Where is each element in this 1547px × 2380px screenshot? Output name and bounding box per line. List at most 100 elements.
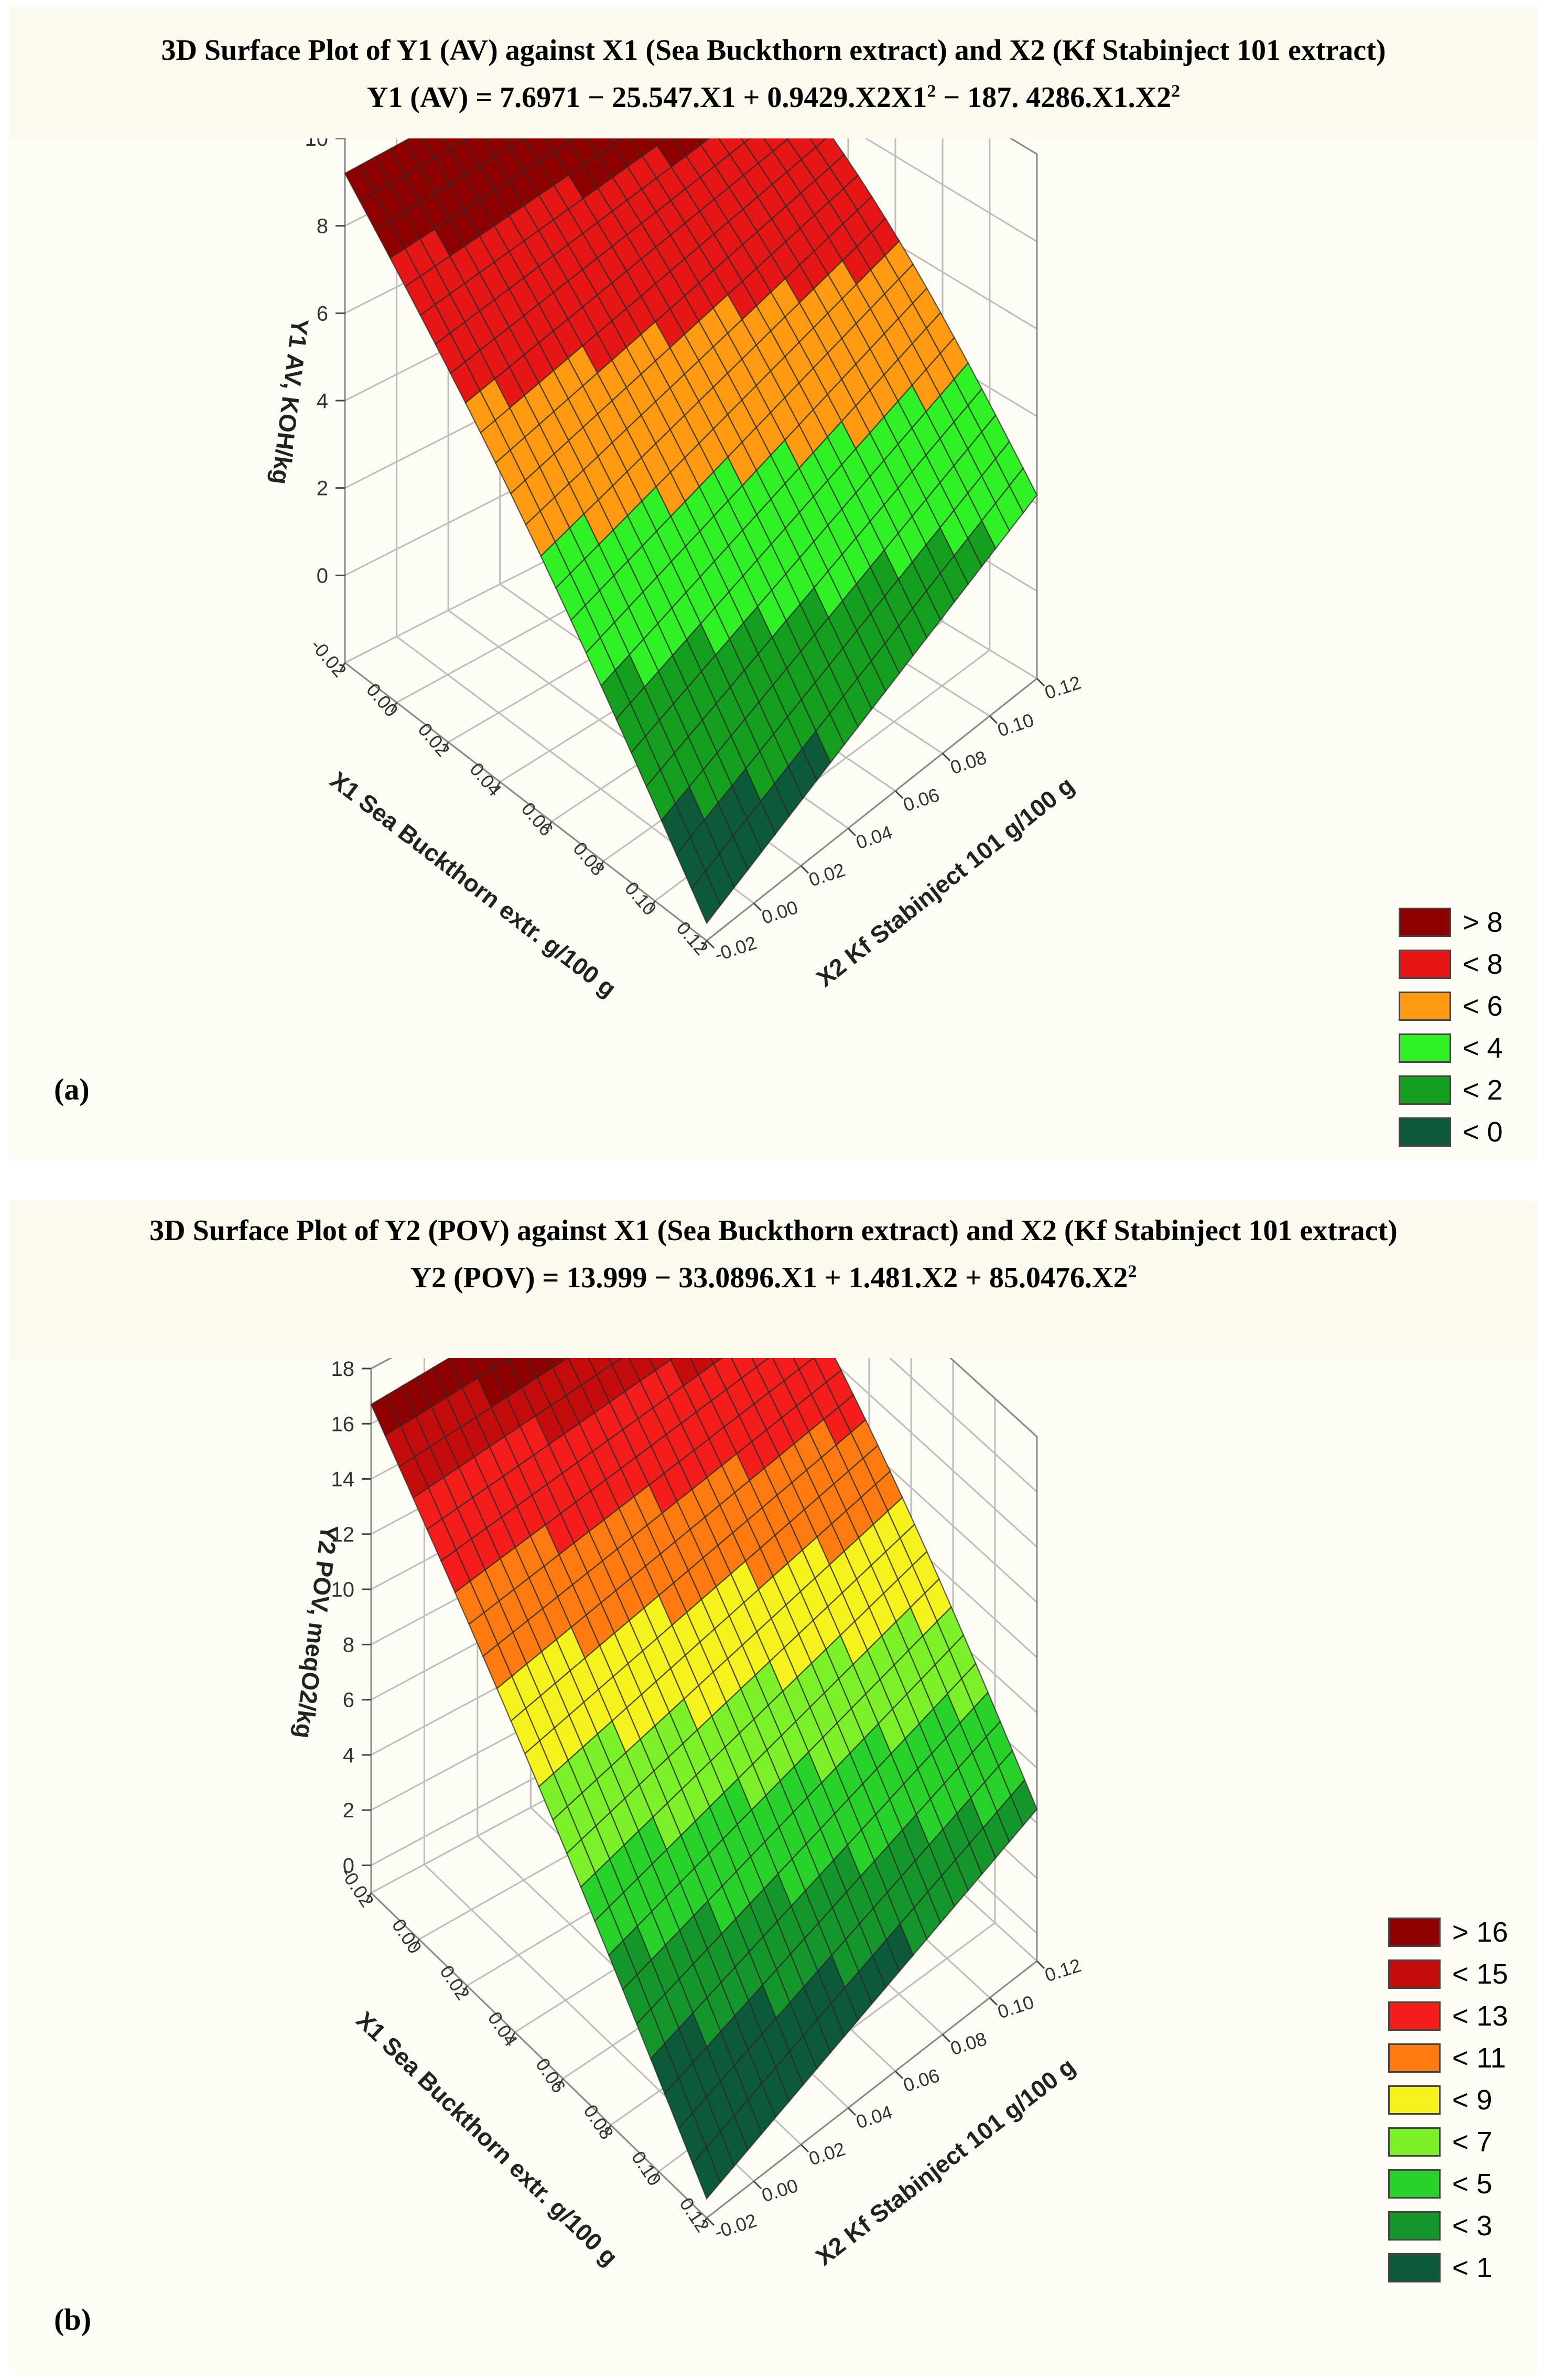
x2-tick-label: 0.02 xyxy=(806,859,848,891)
x2-tick xyxy=(847,827,857,836)
x1-tick xyxy=(391,702,397,713)
equation-a-sup-1: 2 xyxy=(927,81,936,101)
legend-label: > 8 xyxy=(1463,907,1503,938)
legend-item: < 13 xyxy=(1388,1995,1508,2037)
legend-swatch xyxy=(1388,1918,1441,1947)
x2-tick-label: 0.06 xyxy=(901,2064,942,2096)
legend-label: < 1 xyxy=(1452,2252,1492,2284)
legend-label: < 7 xyxy=(1452,2126,1492,2158)
legend-item: < 11 xyxy=(1388,2037,1508,2079)
legend-item: < 8 xyxy=(1399,943,1503,985)
x1-tick xyxy=(653,2171,659,2182)
x1-tick-label: 0.02 xyxy=(414,719,455,761)
legend-label: < 6 xyxy=(1463,990,1503,1022)
x1-tick-label: 0.04 xyxy=(484,2008,522,2050)
x2-tick-label: 0.08 xyxy=(948,746,989,778)
x2-tick xyxy=(942,2033,951,2043)
x2-tick-label: -0.02 xyxy=(712,2209,760,2243)
z-tick-label: 12 xyxy=(331,1523,355,1546)
legend-item: < 9 xyxy=(1388,2079,1508,2121)
x2-tick-label: 0.10 xyxy=(995,709,1036,741)
legend-item: < 0 xyxy=(1399,1111,1503,1153)
legend-swatch xyxy=(1388,2085,1441,2115)
legend-item: < 5 xyxy=(1388,2163,1508,2205)
surface-cell xyxy=(692,2146,721,2200)
equation-b-sup-1: 2 xyxy=(1128,1262,1137,1281)
x1-axis-label: X1 Sea Buckthorn extr. g/100 g xyxy=(325,766,621,1003)
x2-tick-label: 0.12 xyxy=(1042,1954,1084,1986)
x1-tick xyxy=(442,741,449,752)
legend-swatch xyxy=(1399,1117,1451,1147)
z-tick-label: 18 xyxy=(331,1358,355,1381)
x1-tick xyxy=(649,900,656,911)
equation-a-sup-2: 2 xyxy=(1171,81,1181,101)
z-tick-label: 4 xyxy=(317,390,328,413)
legend-label: < 5 xyxy=(1452,2168,1492,2200)
legend-swatch xyxy=(1388,2253,1441,2282)
x1-tick-label: 0.10 xyxy=(621,878,661,920)
x1-tick-label: 0.00 xyxy=(362,679,403,721)
legend-a: > 8 < 8 < 6 < 4 < 2 < 0 xyxy=(1399,901,1503,1153)
surface xyxy=(344,138,1038,924)
x1-tick-label: 0.06 xyxy=(517,798,558,840)
legend-label: < 9 xyxy=(1452,2084,1492,2116)
x1-tick xyxy=(700,940,708,951)
x1-tick-label: 0.10 xyxy=(628,2147,666,2190)
legend-label: > 16 xyxy=(1452,1916,1508,1948)
z-tick-label: 0 xyxy=(343,1854,354,1877)
x2-tick xyxy=(989,715,998,724)
z-tick-label: 16 xyxy=(331,1413,355,1436)
x2-tick xyxy=(706,940,715,949)
x1-tick xyxy=(339,662,346,673)
x2-tick-label: 0.12 xyxy=(1042,672,1084,704)
legend-swatch xyxy=(1399,950,1451,979)
legend-swatch xyxy=(1388,2211,1441,2241)
x1-tick-label: 0.04 xyxy=(466,758,506,800)
surface-cell xyxy=(690,870,721,924)
legend-swatch xyxy=(1399,1075,1451,1105)
x1-tick-label: 0.08 xyxy=(579,2101,618,2143)
z-tick-label: 8 xyxy=(317,215,328,238)
x2-tick-label: 0.06 xyxy=(901,784,942,816)
legend-item: < 15 xyxy=(1388,1953,1508,1995)
z-tick-label: 10 xyxy=(305,138,329,150)
x2-tick-label: 0.08 xyxy=(948,2028,989,2060)
x2-tick xyxy=(1036,1960,1045,1969)
chart-title-a: 3D Surface Plot of Y1 (AV) against X1 (S… xyxy=(161,34,1386,67)
legend-label: < 0 xyxy=(1463,1116,1503,1148)
equation-b-text-1: Y2 (POV) = 13.999 − 33.0896.X1 + 1.481.X… xyxy=(410,1262,1128,1294)
legend-label: < 4 xyxy=(1463,1032,1503,1064)
z-axis: 0 2 4 6 8 10 12 14 16 18 Y2 POV, meqO2/kg xyxy=(290,1358,371,1877)
x2-tick-label: 0.10 xyxy=(995,1991,1036,2023)
legend-item: > 8 xyxy=(1399,901,1503,943)
legend-label: < 2 xyxy=(1463,1074,1503,1106)
x1-tick xyxy=(545,821,553,832)
z-tick-label: 14 xyxy=(331,1468,355,1491)
x1-tick xyxy=(604,2125,612,2135)
legend-label: < 8 xyxy=(1463,949,1503,980)
z-axis: 0 2 4 6 8 10 Y1 AV, KOH/kg xyxy=(267,138,345,587)
x2-tick-label: -0.02 xyxy=(712,932,760,966)
legend-swatch xyxy=(1388,2043,1441,2073)
legend-swatch xyxy=(1388,2169,1441,2199)
x2-axis-label: X2 Kf Stabinject 101 g/100 g xyxy=(812,771,1079,992)
chart-title-b: 3D Surface Plot of Y2 (POV) against X1 (… xyxy=(149,1214,1398,1247)
x1-tick xyxy=(413,1939,420,1950)
legend-swatch xyxy=(1388,2001,1441,2031)
chart-equation-b: Y2 (POV) = 13.999 − 33.0896.X1 + 1.481.X… xyxy=(9,1261,1538,1295)
gridline xyxy=(371,1358,1038,1493)
z-tick-label: 6 xyxy=(317,302,328,325)
z-tick-label: 4 xyxy=(343,1744,354,1767)
x1-tick xyxy=(365,1892,372,1903)
legend-item: < 3 xyxy=(1388,2205,1508,2247)
x2-tick xyxy=(894,2070,904,2080)
legend-item: > 16 xyxy=(1388,1911,1508,1953)
legend-swatch xyxy=(1388,1959,1441,1989)
legend-item: < 7 xyxy=(1388,2121,1508,2163)
z-axis-label: Y2 POV, meqO2/kg xyxy=(290,1523,343,1740)
x1-tick xyxy=(557,2078,564,2089)
x1-tick xyxy=(509,2031,516,2042)
legend-label: < 3 xyxy=(1452,2210,1492,2242)
legend-label: < 13 xyxy=(1452,2000,1508,2032)
